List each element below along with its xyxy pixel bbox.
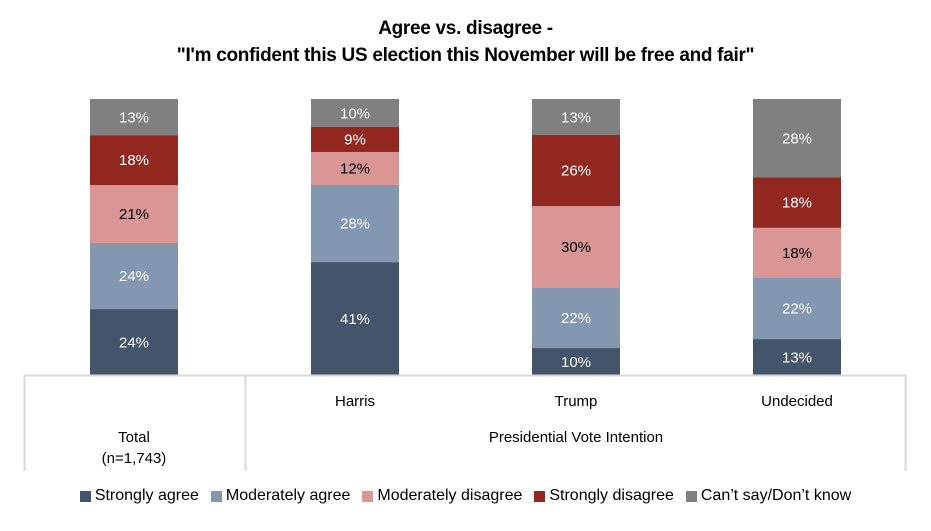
- legend-item-moderately-agree: Moderately agree: [210, 487, 351, 505]
- data-label-undecided-strongly-agree: 13%: [782, 349, 812, 366]
- bar-segment-total-can-t-say-don-t-know: [90, 99, 178, 136]
- bar-segment-undecided-moderately-disagree: [753, 227, 841, 278]
- legend-swatch-moderately-agree: [210, 490, 222, 502]
- data-label-trump-moderately-agree: 22%: [561, 310, 591, 327]
- bar-segment-trump-moderately-agree: [532, 287, 620, 349]
- legend-item-moderately-disagree: Moderately disagree: [362, 487, 522, 505]
- bar-segment-harris-moderately-agree: [311, 184, 399, 263]
- data-label-trump-strongly-agree: 10%: [561, 354, 591, 371]
- bar-segment-undecided-moderately-agree: [753, 277, 841, 340]
- data-label-undecided-moderately-disagree: 18%: [782, 245, 812, 262]
- data-label-total-moderately-disagree: 21%: [119, 206, 149, 223]
- group-label-vote-intention: Presidential Vote Intention: [489, 429, 663, 446]
- legend-label-moderately-agree: Moderately agree: [225, 487, 351, 504]
- bar-segment-total-moderately-agree: [90, 242, 178, 310]
- data-label-total-strongly-agree: 24%: [119, 334, 149, 351]
- legend-item-strongly-disagree: Strongly disagree: [534, 487, 674, 505]
- category-label-harris: Harris: [335, 393, 375, 410]
- data-label-harris-moderately-agree: 28%: [340, 216, 370, 233]
- legend-item-can-t-say-don-t-know: Can’t say/Don’t know: [685, 487, 852, 505]
- chart-title: Agree vs. disagree -: [378, 18, 553, 39]
- category-label-total-n: (n=1,743): [102, 450, 167, 467]
- legend-swatch-strongly-disagree: [534, 490, 546, 502]
- category-label-total: Total: [118, 429, 150, 446]
- data-label-total-moderately-agree: 24%: [119, 268, 149, 285]
- category-label-trump: Trump: [555, 393, 598, 410]
- bar-segment-harris-strongly-disagree: [311, 126, 399, 152]
- bar-segment-trump-moderately-disagree: [532, 205, 620, 289]
- data-label-trump-strongly-disagree: 26%: [561, 163, 591, 180]
- chart-subtitle: "I'm confident this US election this Nov…: [176, 45, 755, 66]
- data-label-harris-can-t-say-don-t-know: 10%: [340, 105, 370, 122]
- data-label-undecided-moderately-agree: 22%: [782, 301, 812, 318]
- bar-segment-total-strongly-agree: [90, 308, 178, 376]
- legend-swatch-can-t-say-don-t-know: [685, 490, 697, 502]
- legend-label-can-t-say-don-t-know: Can’t say/Don’t know: [700, 487, 852, 504]
- bar-segment-total-moderately-disagree: [90, 184, 178, 244]
- legend-swatch-strongly-agree: [79, 490, 91, 502]
- category-label-undecided: Undecided: [761, 393, 833, 410]
- bar-segment-undecided-can-t-say-don-t-know: [753, 99, 841, 178]
- data-label-trump-can-t-say-don-t-know: 13%: [561, 109, 591, 126]
- legend: Strongly agree Moderately agree Moderately…: [0, 487, 931, 505]
- bar-segment-total-strongly-disagree: [90, 134, 178, 186]
- data-label-harris-moderately-disagree: 12%: [340, 161, 370, 178]
- bar-segment-trump-can-t-say-don-t-know: [532, 99, 620, 136]
- data-label-trump-moderately-disagree: 30%: [561, 239, 591, 256]
- bar-segment-undecided-strongly-agree: [753, 338, 841, 376]
- data-label-harris-strongly-disagree: 9%: [344, 132, 366, 149]
- legend-label-moderately-disagree: Moderately disagree: [377, 487, 523, 504]
- data-label-total-can-t-say-don-t-know: 13%: [119, 109, 149, 126]
- bar-segment-harris-moderately-disagree: [311, 151, 399, 186]
- legend-item-strongly-agree: Strongly agree: [79, 487, 199, 505]
- bar-segment-harris-can-t-say-don-t-know: [311, 99, 399, 128]
- data-label-undecided-strongly-disagree: 18%: [782, 195, 812, 212]
- legend-swatch-moderately-disagree: [362, 490, 374, 502]
- legend-label-strongly-agree: Strongly agree: [94, 487, 199, 504]
- data-label-total-strongly-disagree: 18%: [119, 152, 149, 169]
- data-label-harris-strongly-agree: 41%: [340, 311, 370, 328]
- bar-segment-harris-strongly-agree: [311, 261, 399, 376]
- bar-segment-trump-strongly-disagree: [532, 134, 620, 207]
- data-label-undecided-can-t-say-don-t-know: 28%: [782, 131, 812, 148]
- bar-segment-trump-strongly-agree: [532, 347, 620, 376]
- legend-label-strongly-disagree: Strongly disagree: [549, 487, 674, 504]
- bar-segment-undecided-strongly-disagree: [753, 177, 841, 228]
